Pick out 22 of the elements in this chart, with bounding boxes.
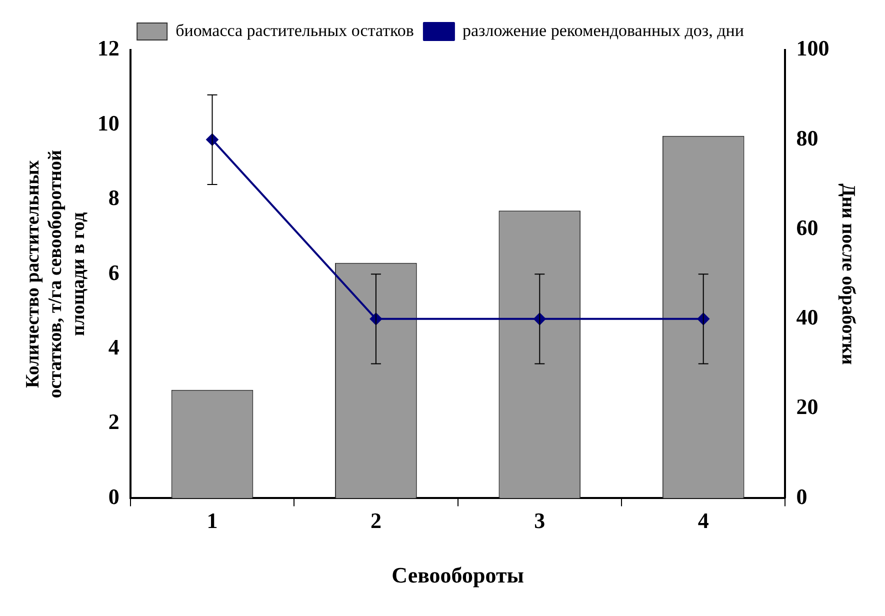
y-tick-label: 0 xyxy=(108,484,120,509)
y-axis-title: Количество растительных остатков, т/га севооборотной площади в год xyxy=(22,150,89,398)
x-axis-title: Севообороты xyxy=(392,562,524,588)
y-tick-label: 2 xyxy=(108,409,120,434)
y2-tick-label: 0 xyxy=(796,484,808,509)
x-tick-label: 1 xyxy=(206,508,218,534)
y2-tick-label: 20 xyxy=(796,394,818,420)
x-tick-label: 2 xyxy=(370,508,382,534)
y2-tick-label: 100 xyxy=(796,36,830,61)
y2-tick-label: 80 xyxy=(796,125,818,150)
y-tick-label: 6 xyxy=(108,260,120,285)
y-tick-label: 10 xyxy=(97,110,120,136)
x-tick-label: 3 xyxy=(534,508,546,534)
y2-tick-label: 60 xyxy=(796,214,818,240)
y2-tick-label: 40 xyxy=(796,304,818,330)
y-tick-label: 4 xyxy=(108,334,120,360)
legend-label: разложение рекомендованных доз, дни xyxy=(462,20,744,40)
x-tick-label: 4 xyxy=(698,508,709,534)
y2-axis-title: Дни после обработки xyxy=(838,183,859,365)
y-tick-label: 12 xyxy=(97,36,120,61)
y-tick-label: 8 xyxy=(108,185,120,210)
legend-label: биомасса растительных остатков xyxy=(176,20,414,40)
